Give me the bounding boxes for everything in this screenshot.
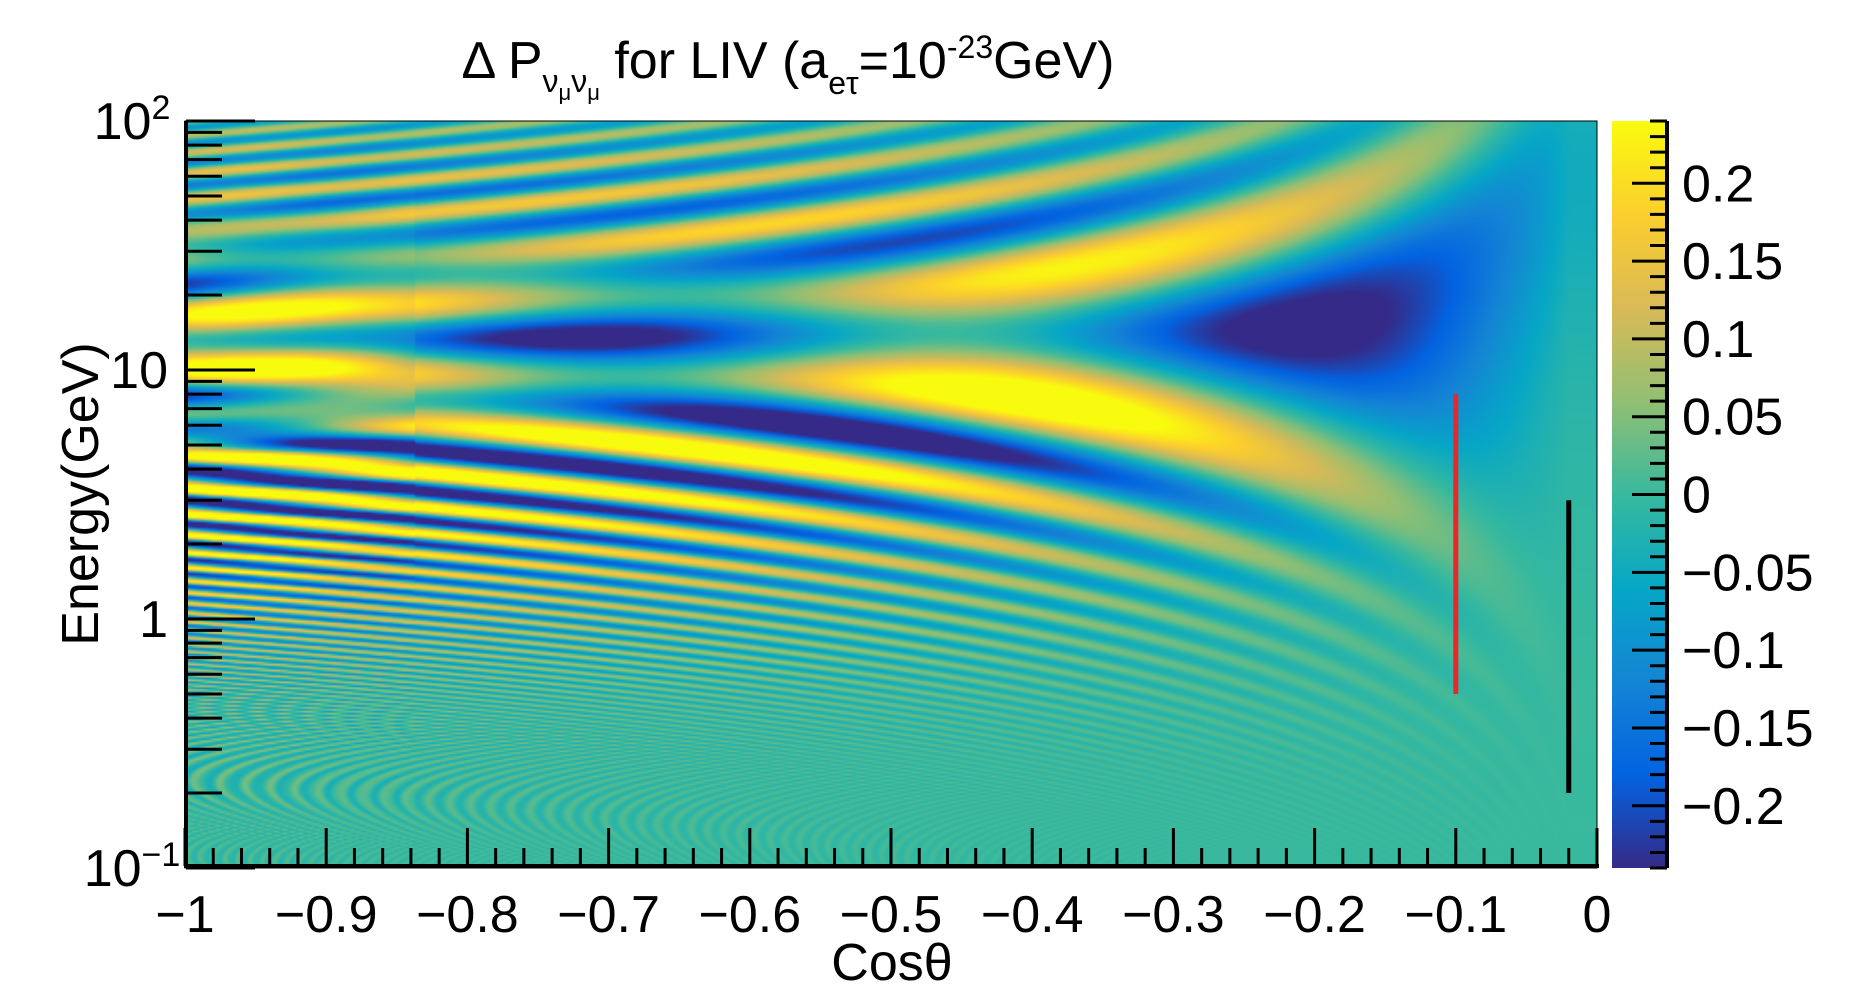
x-tick-label: −0.2 [1263,886,1366,944]
x-tick-label: −0.5 [840,886,943,944]
colorbar-ticks: 0.2 0.15 0.1 0.05 0 −0.05 −0.1 −0.15 −0.2 [1632,119,1814,870]
marker-lines [1453,394,1572,794]
y-ticks: 10−1 1 10 102 [84,89,255,898]
colorbar-tick-label: 0.05 [1682,389,1783,447]
plot-area: −1 −0.9 −0.8 −0.7 −0.6 −0.5 −0.4 −0.3 −0.2 −0.1 0 … [84,89,1612,944]
x-axis-label: Cosθ [831,934,952,992]
heatmap-image [185,121,1597,868]
colorbar-tick-label: 0.2 [1682,155,1754,213]
x-tick-label: −0.3 [1122,886,1225,944]
x-tick-label: −0.1 [1404,886,1507,944]
colorbar-tick-label: −0.15 [1682,700,1814,758]
colorbar: 0.2 0.15 0.1 0.05 0 −0.05 −0.1 −0.15 −0.2 [1612,119,1814,870]
colorbar-tick-label: −0.2 [1682,778,1785,836]
y-tick-label: 1 [139,591,168,649]
colorbar-tick-label: −0.1 [1682,622,1785,680]
y-tick-label: 102 [94,89,171,151]
colorbar-tick-label: −0.05 [1682,544,1814,602]
x-tick-label: −0.4 [981,886,1084,944]
colorbar-tick-label: 0.1 [1682,311,1754,369]
colorbar-tick-label: 0 [1682,467,1711,525]
y-axis-label: Energy(GeV) [52,342,110,645]
x-ticks: −1 −0.9 −0.8 −0.7 −0.6 −0.5 −0.4 −0.3 −0.2 −0.1 0 [155,828,1611,944]
x-tick-label: −1 [155,886,214,944]
colorbar-tick-label: 0.15 [1682,233,1783,291]
y-tick-label: 10 [110,342,168,400]
x-tick-label: −0.6 [698,886,801,944]
x-tick-label: −0.9 [275,886,378,944]
y-tick-label: 10−1 [84,836,181,898]
chart-title: Δ Pνμνμ for LIV (aeτ=10-23GeV) [462,29,1115,105]
x-tick-label: 0 [1583,886,1612,944]
x-tick-label: −0.7 [557,886,660,944]
x-tick-label: −0.8 [416,886,519,944]
